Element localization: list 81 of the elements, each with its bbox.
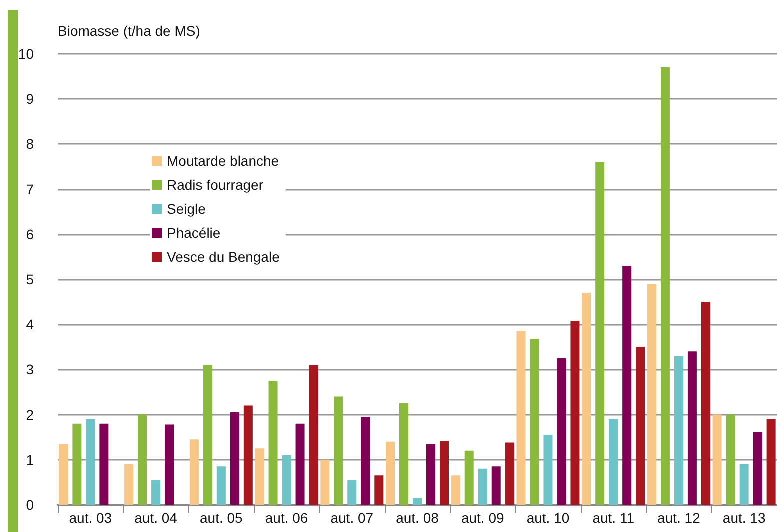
bar [596, 162, 605, 505]
bar [478, 468, 488, 505]
x-tick-label: aut. 11 [592, 510, 635, 526]
bar [701, 302, 710, 505]
bar [244, 406, 253, 505]
y-tick-label: 0 [26, 497, 34, 513]
y-tick-label: 10 [18, 46, 34, 62]
bar [712, 414, 722, 505]
bar [570, 320, 580, 505]
bar [726, 414, 736, 505]
y-tick-label: 9 [26, 91, 34, 108]
x-tick-label: aut. 06 [265, 510, 308, 526]
bar [334, 396, 344, 505]
bar [386, 442, 395, 505]
bar [530, 339, 540, 505]
y-axis-title: Biomasse (t/ha de MS) [58, 23, 200, 39]
x-tick-label: aut. 05 [200, 510, 244, 526]
y-tick-label: 1 [26, 452, 34, 468]
bar [622, 266, 632, 505]
y-tick-label: 5 [26, 272, 34, 288]
bar [282, 455, 292, 505]
y-tick-label: 6 [26, 226, 34, 242]
bar [464, 450, 474, 505]
bar [740, 464, 749, 505]
y-tick-label: 4 [26, 316, 34, 333]
x-tick-label: aut. 09 [461, 510, 504, 526]
bar [348, 480, 357, 505]
y-tick-label: 2 [26, 406, 34, 423]
bar [374, 476, 384, 505]
bar [230, 412, 240, 505]
bar [320, 460, 330, 505]
bar [609, 419, 618, 505]
bar [426, 444, 436, 505]
x-tick-label: aut. 12 [658, 510, 701, 526]
x-tick-label: aut. 04 [134, 510, 178, 526]
bar [440, 440, 449, 505]
y-tick-label: 3 [26, 362, 34, 378]
bar [296, 424, 305, 505]
x-tick-label: aut. 07 [330, 510, 374, 526]
bar [636, 347, 646, 505]
bar [557, 358, 566, 505]
bar [544, 435, 553, 505]
x-tick-label: aut. 03 [69, 510, 112, 526]
bar [138, 414, 148, 505]
legend-label: Moutarde blanche [167, 153, 280, 169]
x-tick-label: aut. 13 [722, 510, 766, 526]
bar [582, 293, 592, 505]
legend-label: Seigle [167, 201, 206, 217]
legend-label: Vesce du Bengale [167, 249, 280, 265]
bar [72, 424, 82, 505]
bar [413, 498, 422, 505]
x-tick-label: aut. 10 [526, 510, 570, 526]
bar [59, 444, 68, 505]
bar [203, 365, 212, 505]
bar [400, 404, 408, 505]
bar [255, 448, 264, 505]
legend-label: Phacélie [167, 225, 221, 241]
bar [165, 424, 174, 505]
bar [216, 466, 226, 505]
bar [647, 284, 656, 505]
bar [124, 464, 134, 505]
bar [100, 424, 109, 505]
y-tick-label: 8 [26, 136, 34, 152]
legend-label: Radis fourrager [167, 177, 264, 193]
bar [674, 356, 684, 505]
bar [766, 419, 776, 505]
bar [190, 440, 199, 505]
x-tick-label: aut. 08 [396, 510, 440, 526]
bar [753, 432, 762, 505]
bar [688, 352, 697, 505]
bar [492, 466, 501, 505]
bar [660, 68, 670, 505]
bar [268, 380, 278, 505]
y-tick-label: 7 [26, 181, 34, 198]
bar [505, 442, 514, 505]
bar [451, 476, 460, 505]
bar [152, 480, 161, 505]
bar [516, 331, 526, 505]
bar [86, 419, 96, 505]
bar [309, 365, 318, 505]
bar [361, 417, 370, 505]
